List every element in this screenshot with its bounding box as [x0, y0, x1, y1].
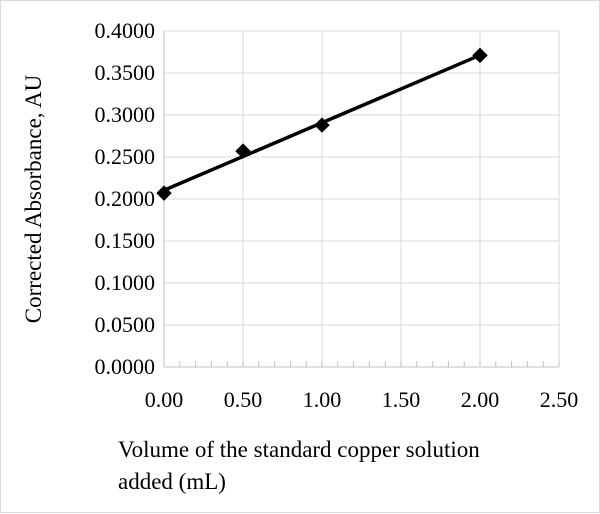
y-tick-label: 0.2000	[95, 186, 156, 211]
x-tick-label: 0.50	[224, 387, 263, 412]
x-axis-title-line-2: added (mL)	[118, 469, 226, 494]
data-point-marker	[472, 47, 488, 64]
y-tick-label: 0.2500	[95, 144, 156, 169]
data-point-marker	[314, 117, 330, 133]
x-tick-label: 0.00	[145, 387, 184, 412]
x-axis-title-line-1: Volume of the standard copper solution	[118, 437, 480, 462]
y-tick-label: 0.1000	[95, 270, 156, 295]
data-point-marker	[156, 185, 172, 201]
y-tick-label: 0.3500	[95, 60, 156, 85]
data-point-marker	[235, 143, 251, 159]
y-tick-label: 0.1500	[95, 228, 156, 253]
y-tick-label: 0.3000	[95, 102, 156, 127]
x-tick-label: 1.00	[303, 387, 342, 412]
y-tick-label: 0.0000	[95, 354, 156, 379]
y-tick-label: 0.0500	[95, 312, 156, 337]
y-tick-label: 0.4000	[95, 18, 156, 43]
y-axis-title: Corrected Absorbance, AU	[21, 74, 46, 323]
x-tick-label: 2.00	[461, 387, 500, 412]
x-tick-label: 2.50	[540, 387, 579, 412]
x-tick-label: 1.50	[382, 387, 421, 412]
